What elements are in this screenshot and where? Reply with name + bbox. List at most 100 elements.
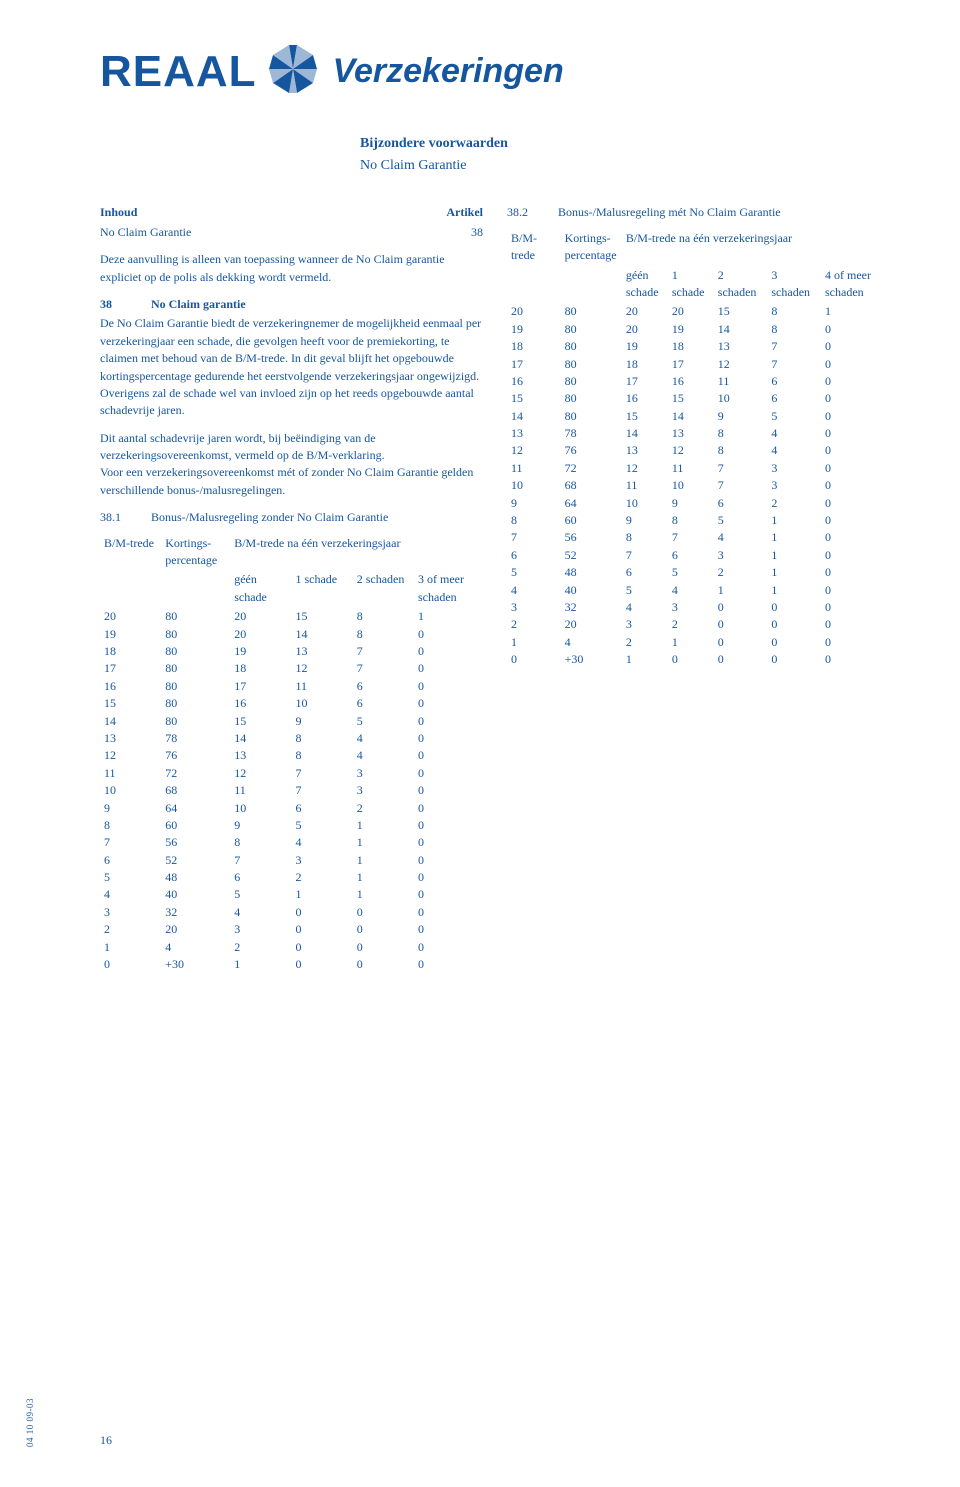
table-row: 178018171270 [507, 356, 890, 373]
table-cell: 3 [767, 477, 821, 494]
section-38-para-c: Dit aantal schadevrije jaren wordt, bij … [100, 430, 483, 465]
section-38-number: 38 [100, 296, 148, 313]
table-cell: 80 [161, 643, 230, 660]
table-cell: 11 [507, 460, 561, 477]
table-row: 2203000 [100, 921, 483, 938]
section-38-para-a: De No Claim Garantie biedt de verzekerin… [100, 315, 483, 385]
table-cell: 0 [414, 921, 483, 938]
table-cell: 2 [668, 616, 714, 633]
table-cell: 4 [668, 582, 714, 599]
table-cell: 12 [230, 765, 291, 782]
table-cell: 1 [100, 939, 161, 956]
table-cell: 10 [507, 477, 561, 494]
table-cell: 80 [161, 695, 230, 712]
table-cell: 13 [100, 730, 161, 747]
table-cell: 4 [353, 730, 414, 747]
table-cell: 6 [767, 373, 821, 390]
inhoud-item-row: No Claim Garantie 38 [100, 224, 483, 241]
table-cell: 0 [414, 817, 483, 834]
table-cell: 0 [414, 695, 483, 712]
table-cell: 6 [767, 390, 821, 407]
table-cell: 0 [821, 373, 890, 390]
table-cell: 18 [668, 338, 714, 355]
table-cell: 76 [561, 442, 622, 459]
table-cell: 20 [507, 303, 561, 320]
table-cell: 19 [668, 321, 714, 338]
table-row: 0+3010000 [507, 651, 890, 668]
table-cell: 0 [821, 442, 890, 459]
table-row: 188019181370 [507, 338, 890, 355]
table-cell: 3 [767, 460, 821, 477]
table-cell: 8 [353, 626, 414, 643]
right-column: 38.2 Bonus-/Malusregeling mét No Claim G… [507, 204, 890, 973]
table-cell: 3 [507, 599, 561, 616]
table-row: 1980201480 [100, 626, 483, 643]
document-title-block: Bijzondere voorwaarden No Claim Garantie [360, 134, 890, 177]
table-row: 65276310 [507, 547, 890, 564]
table-cell: 16 [622, 390, 668, 407]
table-cell: 7 [714, 460, 768, 477]
table-cell: 6 [353, 678, 414, 695]
section-38-para-b: Overigens zal de schade wel van invloed … [100, 385, 483, 420]
logo-row: REAAL Verzekeringen [100, 40, 890, 104]
table-cell: 17 [230, 678, 291, 695]
document-code: 04 10 09-03 [24, 1398, 37, 1447]
table-cell: 60 [161, 817, 230, 834]
table-cell: 9 [507, 495, 561, 512]
sub-2-2: 2 schaden [714, 267, 768, 304]
table-cell: 4 [767, 442, 821, 459]
table-cell: 52 [561, 547, 622, 564]
table-cell: 14 [622, 425, 668, 442]
table-cell: 7 [714, 477, 768, 494]
table-cell: 4 [291, 834, 352, 851]
table-cell: 56 [561, 529, 622, 546]
table-cell: 20 [668, 303, 714, 320]
table-cell: 0 [414, 852, 483, 869]
table-row: 158016151060 [507, 390, 890, 407]
table-cell: 0 [821, 547, 890, 564]
table-row: 127613840 [100, 747, 483, 764]
table-row: 4405110 [100, 886, 483, 903]
table-cell: 4 [507, 582, 561, 599]
col-after-2: B/M-trede na één verzekeringsjaar [622, 230, 890, 267]
table-cell: 76 [161, 747, 230, 764]
table-cell: 10 [100, 782, 161, 799]
table-cell: 2 [714, 564, 768, 581]
table-cell: 8 [622, 529, 668, 546]
table-cell: 6 [507, 547, 561, 564]
table-cell: 1 [668, 634, 714, 651]
table-row: 168017161160 [507, 373, 890, 390]
table-cell: 7 [767, 338, 821, 355]
section-381-heading: 38.1 Bonus-/Malusregeling zonder No Clai… [100, 509, 483, 526]
table-row: 86098510 [507, 512, 890, 529]
content-columns: Inhoud Artikel No Claim Garantie 38 Deze… [100, 204, 890, 973]
table-cell: 3 [100, 904, 161, 921]
table-cell: 68 [161, 782, 230, 799]
table-cell: 13 [230, 747, 291, 764]
table-cell: 5 [230, 886, 291, 903]
table-row: 33243000 [507, 599, 890, 616]
table-cell: 9 [622, 512, 668, 529]
table-cell: 0 [414, 800, 483, 817]
table-cell: 13 [714, 338, 768, 355]
table-cell: 4 [714, 529, 768, 546]
table-cell: 2 [100, 921, 161, 938]
table-cell: 9 [291, 713, 352, 730]
table-cell: 0 [414, 678, 483, 695]
table-cell: 16 [507, 373, 561, 390]
table-cell: 14 [668, 408, 714, 425]
page: REAAL Verzekeringen Bijzondere vo [0, 0, 960, 1013]
table-cell: 7 [100, 834, 161, 851]
inhoud-header-row: Inhoud Artikel [100, 204, 483, 221]
table-cell: 3 [668, 599, 714, 616]
table-cell: 6 [714, 495, 768, 512]
table-382-header-row1: B/M-trede Kortings- percentage B/M-trede… [507, 230, 890, 267]
table-cell: 11 [291, 678, 352, 695]
inhoud-item-artikel: 38 [471, 224, 483, 241]
table-cell: 80 [561, 390, 622, 407]
table-cell: 0 [821, 477, 890, 494]
table-cell: 18 [507, 338, 561, 355]
col-bm-trede-2: B/M-trede [507, 230, 561, 267]
table-cell: 80 [161, 713, 230, 730]
table-cell: 9 [230, 817, 291, 834]
